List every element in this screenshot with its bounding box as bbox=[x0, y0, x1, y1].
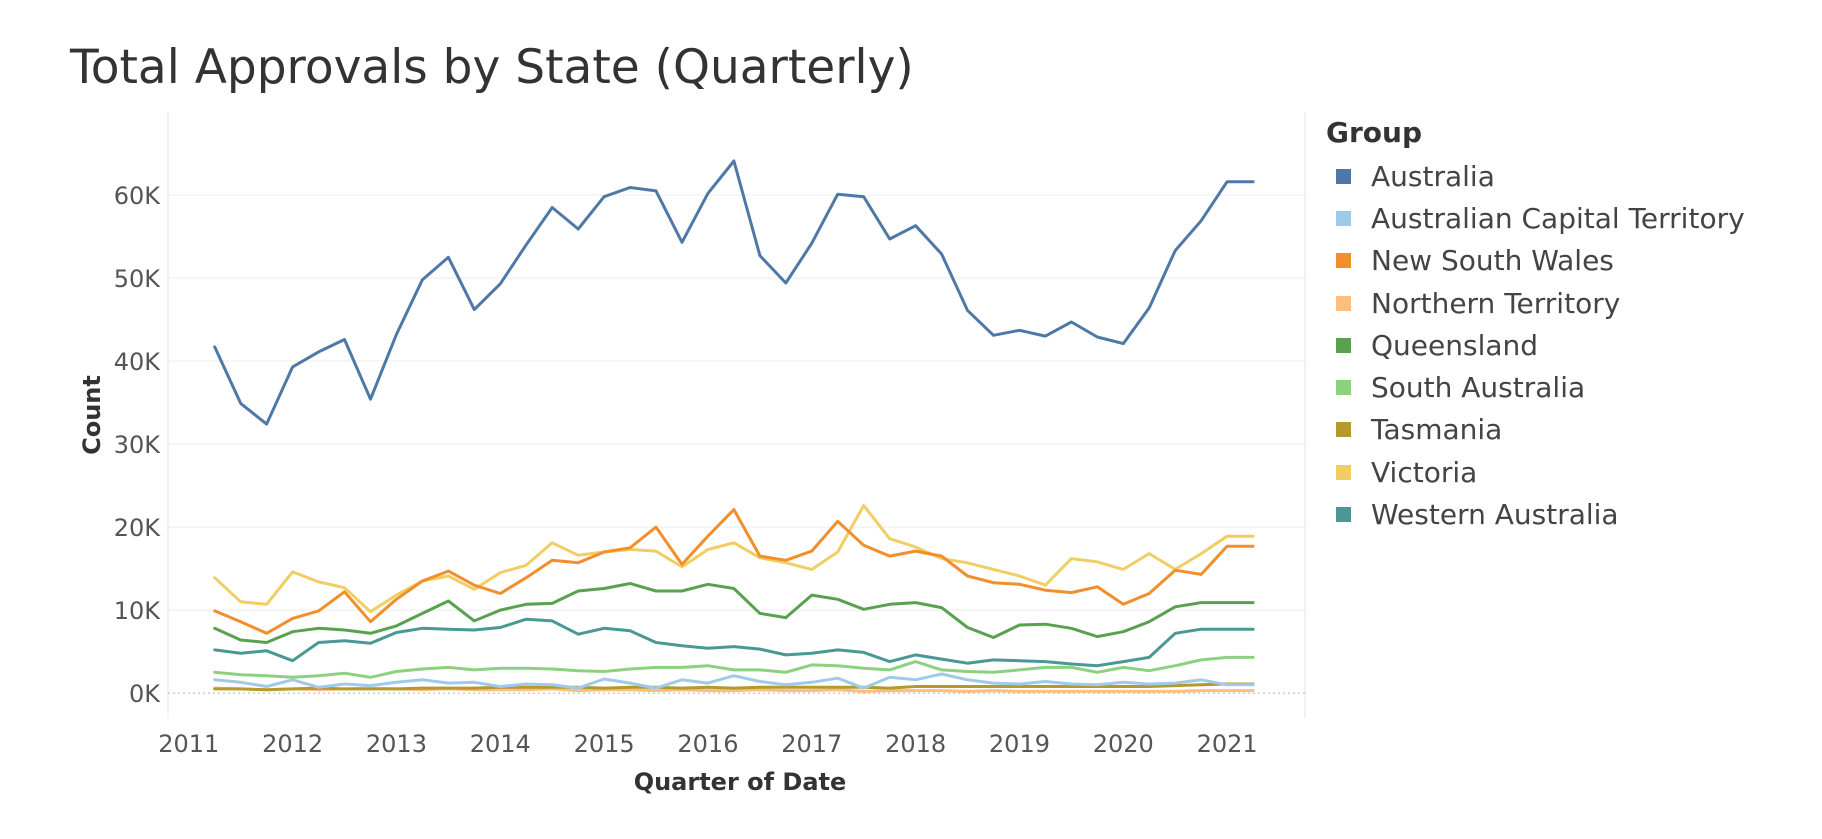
series-line-queensland bbox=[213, 582, 1255, 644]
series-line-australian-capital-territory bbox=[213, 672, 1255, 690]
x-tick-label: 2020 bbox=[1093, 730, 1154, 758]
legend-swatch bbox=[1336, 507, 1351, 523]
y-tick-label: 60K bbox=[114, 182, 162, 210]
legend-swatch bbox=[1336, 210, 1351, 226]
legend-label: Queensland bbox=[1371, 328, 1539, 362]
legend-item-new-south-wales[interactable]: New South Wales bbox=[1326, 240, 1745, 282]
legend-item-tasmania[interactable]: Tasmania bbox=[1326, 409, 1745, 451]
chart-title: Total Approvals by State (Quarterly) bbox=[70, 40, 914, 95]
y-tick-label: 40K bbox=[114, 348, 162, 376]
legend-label: Northern Territory bbox=[1371, 286, 1621, 320]
series-line-tasmania bbox=[213, 682, 1255, 692]
y-tick-label: 10K bbox=[114, 597, 162, 625]
legend-title: Group bbox=[1326, 116, 1423, 149]
x-tick-label: 2012 bbox=[262, 730, 323, 758]
legend-swatch bbox=[1336, 337, 1351, 353]
series-lines bbox=[213, 159, 1255, 693]
y-tick-label: 30K bbox=[114, 431, 162, 459]
gridlines bbox=[167, 112, 1306, 718]
x-tick-label: 2015 bbox=[574, 730, 635, 758]
series-line-australia bbox=[213, 159, 1255, 426]
legend-item-australia[interactable]: Australia bbox=[1326, 155, 1745, 197]
y-tick-label: 20K bbox=[114, 514, 162, 542]
y-axis-label: Count bbox=[78, 375, 106, 455]
x-tick-label: 2016 bbox=[677, 730, 738, 758]
x-tick-label: 2017 bbox=[781, 730, 842, 758]
x-axis-label: Quarter of Date bbox=[634, 768, 847, 796]
x-tick-label: 2014 bbox=[470, 730, 531, 758]
legend-item-australian-capital-territory[interactable]: Australian Capital Territory bbox=[1326, 197, 1745, 239]
x-axis-ticks: 2011 2012 2013 2014 2015 2016 2017 2018 2019 2020… bbox=[158, 730, 1257, 758]
legend-item-victoria[interactable]: Victoria bbox=[1326, 451, 1745, 493]
y-axis-ticks: 0K 10K 20K 30K 40K 50K 60K bbox=[114, 182, 162, 708]
legend-swatch bbox=[1336, 253, 1351, 269]
legend-label: Australian Capital Territory bbox=[1371, 201, 1745, 235]
legend-swatch bbox=[1336, 464, 1351, 480]
y-tick-label: 0K bbox=[129, 680, 161, 708]
legend-swatch bbox=[1336, 295, 1351, 311]
legend-item-western-australia[interactable]: Western Australia bbox=[1326, 493, 1745, 535]
series-line-south-australia bbox=[213, 655, 1255, 679]
legend-swatch bbox=[1336, 422, 1351, 438]
series-line-victoria bbox=[213, 504, 1255, 614]
legend: Group Australia Australian Capital Territ… bbox=[1326, 116, 1745, 536]
series-line-western-australia bbox=[213, 617, 1255, 668]
x-tick-label: 2018 bbox=[885, 730, 946, 758]
x-tick-label: 2013 bbox=[366, 730, 427, 758]
x-tick-label: 2019 bbox=[989, 730, 1050, 758]
legend-label: Australia bbox=[1371, 159, 1495, 193]
legend-label: Victoria bbox=[1371, 455, 1478, 489]
series-line-new-south-wales bbox=[213, 508, 1255, 635]
legend-item-south-australia[interactable]: South Australia bbox=[1326, 366, 1745, 408]
legend-swatch bbox=[1336, 168, 1351, 184]
legend-label: Western Australia bbox=[1371, 498, 1619, 532]
x-tick-label: 2011 bbox=[158, 730, 219, 758]
x-tick-label: 2021 bbox=[1197, 730, 1258, 758]
y-tick-label: 50K bbox=[114, 265, 162, 293]
legend-items: Australia Australian Capital Territory New… bbox=[1326, 155, 1745, 536]
legend-label: New South Wales bbox=[1371, 244, 1614, 278]
legend-item-northern-territory[interactable]: Northern Territory bbox=[1326, 282, 1745, 324]
legend-item-queensland[interactable]: Queensland bbox=[1326, 324, 1745, 366]
legend-label: Tasmania bbox=[1371, 413, 1503, 447]
legend-swatch bbox=[1336, 380, 1351, 396]
legend-label: South Australia bbox=[1371, 371, 1586, 405]
